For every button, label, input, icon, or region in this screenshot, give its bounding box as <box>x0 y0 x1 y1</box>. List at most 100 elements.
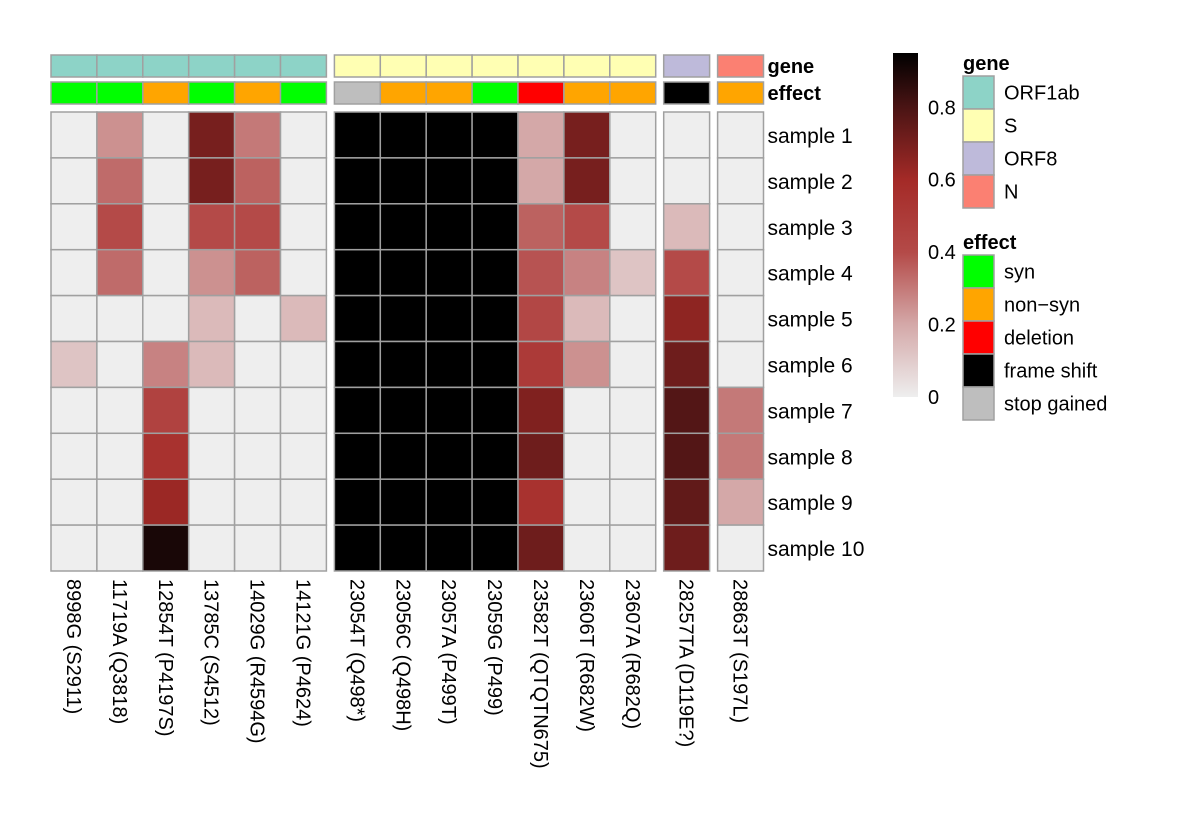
effect-annotation-cell-non-syn <box>379 81 427 105</box>
heatmap-cell <box>379 248 427 297</box>
heatmap-cell <box>662 294 711 343</box>
effect-legend-swatch-stop-gained <box>962 386 995 421</box>
heatmap-cell <box>233 432 282 480</box>
heatmap-cell <box>333 157 382 205</box>
gene-annotation-cell-orf1ab <box>96 54 144 78</box>
gene-legend-swatch-orf8 <box>962 141 995 176</box>
heatmap-cell <box>187 111 236 159</box>
heatmap-cell <box>187 248 236 297</box>
heatmap-cell <box>517 294 565 343</box>
heatmap-cell <box>425 524 473 572</box>
gene-annotation-cell-s <box>517 54 565 78</box>
heatmap-cell <box>471 294 519 343</box>
heatmap-cell <box>279 340 328 389</box>
heatmap-cell <box>233 340 282 389</box>
heatmap-cell <box>50 248 98 297</box>
heatmap-cell <box>609 432 657 480</box>
row-label: sample 3 <box>768 217 853 240</box>
heatmap-cell <box>187 294 236 343</box>
column-label: 23056C (Q498H) <box>391 579 413 731</box>
heatmap-cell <box>425 111 473 159</box>
heatmap-cell <box>50 386 98 435</box>
gene-annotation-cell-orf1ab <box>187 54 236 78</box>
heatmap-cell <box>471 524 519 572</box>
heatmap-cell <box>50 432 98 480</box>
heatmap-cell <box>471 111 519 159</box>
heatmap-cell <box>471 478 519 526</box>
effect-legend-label: stop gained <box>1004 394 1107 416</box>
heatmap-cell <box>609 478 657 526</box>
heatmap-cell <box>662 111 711 159</box>
heatmap-cell <box>716 203 765 251</box>
gene-legend-label: N <box>1004 182 1018 204</box>
effect-legend-label: syn <box>1004 262 1035 284</box>
heatmap-cell <box>187 524 236 572</box>
column-label: 11719A (Q3818) <box>108 579 130 724</box>
gene-annotation-cell-s <box>563 54 611 78</box>
heatmap-cell <box>425 294 473 343</box>
effect-annotation-cell-non-syn <box>716 81 765 105</box>
gene-legend-swatch-s <box>962 108 995 143</box>
heatmap-cell <box>563 524 611 572</box>
heatmap-cell <box>142 524 190 572</box>
heatmap-cell <box>379 203 427 251</box>
heatmap-cell <box>379 478 427 526</box>
heatmap-cell <box>142 111 190 159</box>
effect-annotation-cell-non-syn <box>609 81 657 105</box>
heatmap-cell <box>517 386 565 435</box>
heatmap-cell <box>425 432 473 480</box>
heatmap-cell <box>279 294 328 343</box>
heatmap-cell <box>279 248 328 297</box>
heatmap-cell <box>379 386 427 435</box>
heatmap-cell <box>233 203 282 251</box>
heatmap-cell <box>609 294 657 343</box>
heatmap-cell <box>662 478 711 526</box>
row-label: sample 8 <box>768 446 853 469</box>
gene-legend: gene ORF1ab S ORF8 N <box>962 53 1080 209</box>
heatmap-cell <box>425 386 473 435</box>
gene-annotation-cell-s <box>425 54 473 78</box>
column-label: 23582T (QTQTN675) <box>529 579 551 769</box>
row-label: sample 4 <box>768 263 854 286</box>
column-label: 23606T (R682W) <box>575 579 597 732</box>
row-label: sample 2 <box>768 171 853 194</box>
column-label: 23057A (P499T) <box>437 579 459 725</box>
heatmap-cell <box>96 524 144 572</box>
heatmap-cell <box>96 111 144 159</box>
column-labels: 8998G (S2911) 11719A (Q3818) 12854T (P4197… <box>62 579 751 769</box>
heatmap-cell <box>716 157 765 205</box>
effect-annotation-cell-syn <box>50 81 98 105</box>
heatmap-cell <box>333 111 382 159</box>
heatmap-cell <box>609 248 657 297</box>
heatmap-cell <box>609 340 657 389</box>
heatmap-cell <box>517 432 565 480</box>
heatmap-cell <box>471 386 519 435</box>
gene-annotation-cell-orf1ab <box>279 54 328 78</box>
heatmap-cell <box>517 111 565 159</box>
effect-annotation-cell-syn <box>471 81 519 105</box>
heatmap-cell <box>379 524 427 572</box>
heatmap-cell <box>279 524 328 572</box>
row-label: sample 7 <box>768 400 853 423</box>
heatmap-cell <box>563 157 611 205</box>
effect-annotation-cell-non-syn <box>563 81 611 105</box>
color-scale-tick-label: 0.6 <box>928 170 956 192</box>
heatmap-cell <box>425 248 473 297</box>
column-label: 13785C (S4512) <box>200 579 222 726</box>
gene-legend-swatch-orf1ab <box>962 75 995 110</box>
effect-annotation-cell-syn <box>187 81 236 105</box>
heatmap-cell <box>517 203 565 251</box>
heatmap-cell <box>279 432 328 480</box>
heatmap-cell <box>187 432 236 480</box>
heatmap-cell <box>50 157 98 205</box>
heatmap-cell <box>563 432 611 480</box>
heatmap-cell <box>96 294 144 343</box>
heatmap-cell <box>233 111 282 159</box>
gene-annotation-cell-s <box>379 54 427 78</box>
heatmap-cell <box>142 294 190 343</box>
column-label: 23059G (P499) <box>483 579 505 716</box>
heatmap-cell <box>471 157 519 205</box>
heatmap-cell <box>662 203 711 251</box>
heatmap-cell <box>471 432 519 480</box>
effect-legend-swatch-frame-shift <box>962 353 995 388</box>
